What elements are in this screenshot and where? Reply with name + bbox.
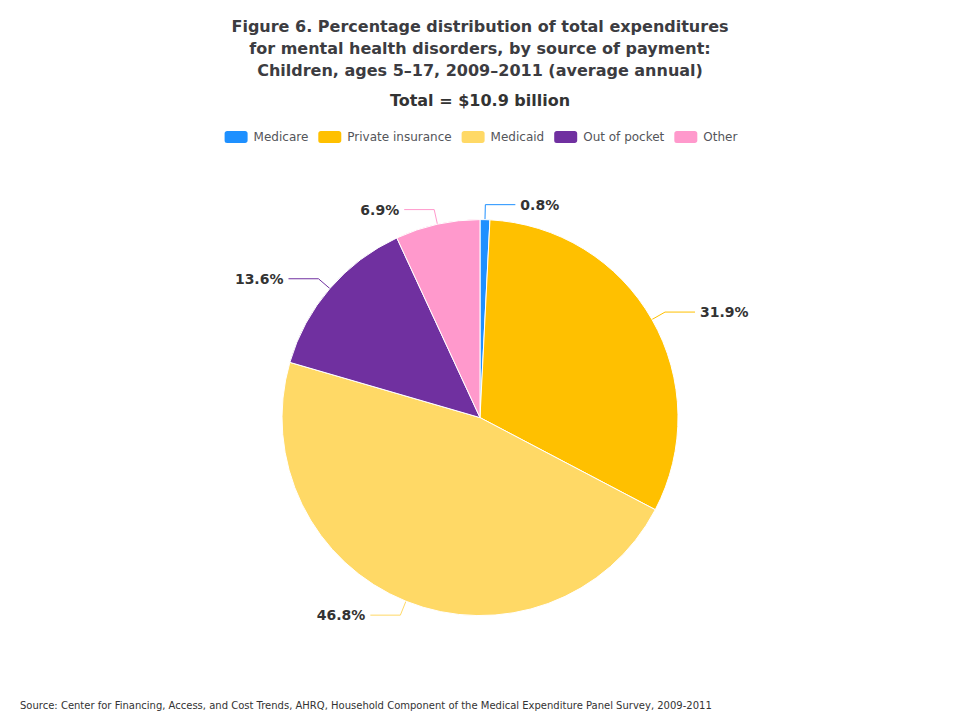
svg-text:Medicare: Medicare: [254, 130, 309, 144]
svg-text:Children, ages 5–17, 2009–2011: Children, ages 5–17, 2009–2011 (average …: [257, 61, 703, 80]
svg-text:Other: Other: [703, 130, 737, 144]
svg-text:Source: Center for Financing,: Source: Center for Financing, Access, an…: [20, 700, 712, 711]
svg-text:31.9%: 31.9%: [700, 304, 749, 320]
svg-text:for mental health disorders, b: for mental health disorders, by source o…: [249, 39, 711, 58]
svg-text:Figure 6. Percentage distribut: Figure 6. Percentage distribution of tot…: [231, 17, 728, 36]
svg-text:6.9%: 6.9%: [360, 202, 399, 218]
svg-text:Total = $10.9 billion: Total = $10.9 billion: [390, 91, 570, 110]
svg-text:Out of pocket: Out of pocket: [583, 130, 664, 144]
svg-text:Private insurance: Private insurance: [347, 130, 451, 144]
svg-text:13.6%: 13.6%: [235, 271, 284, 287]
svg-text:0.8%: 0.8%: [520, 197, 559, 213]
svg-text:46.8%: 46.8%: [317, 607, 366, 623]
svg-text:Medicaid: Medicaid: [491, 130, 545, 144]
